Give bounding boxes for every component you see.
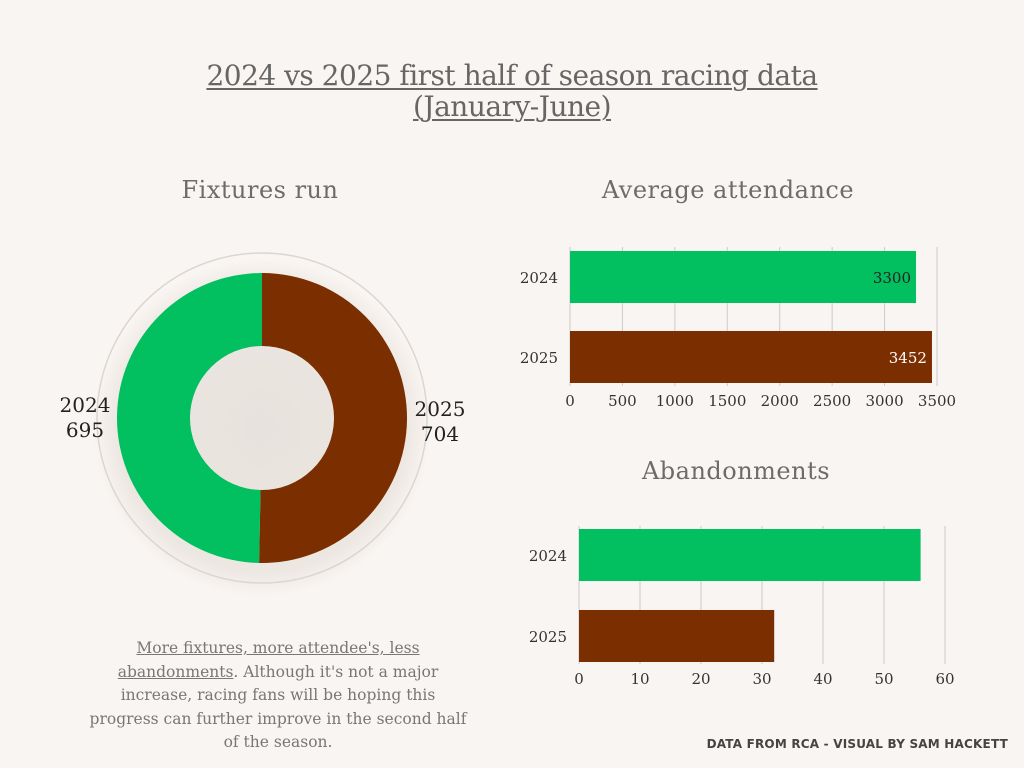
donut-slice-2024 bbox=[116, 273, 262, 563]
bar-2024 bbox=[579, 529, 921, 581]
tick-label-1500: 1500 bbox=[708, 392, 746, 410]
category-label-2024: 2024 bbox=[529, 547, 567, 565]
tick-label-0: 0 bbox=[565, 392, 575, 410]
tick-label-500: 500 bbox=[608, 392, 637, 410]
data-label-2025: 3452 bbox=[889, 349, 927, 367]
tick-label-3000: 3000 bbox=[865, 392, 903, 410]
page-title: 2024 vs 2025 first half of season racing… bbox=[206, 59, 818, 92]
donut-label-value-2024: 695 bbox=[66, 418, 104, 442]
tick-label-3500: 3500 bbox=[918, 392, 956, 410]
summary-caption: More fixtures, more attendee's, less aba… bbox=[88, 637, 468, 755]
donut-slice-2025 bbox=[259, 273, 407, 564]
bar-2024 bbox=[570, 251, 917, 303]
tick-label-60: 60 bbox=[935, 670, 954, 688]
category-label-2024: 2024 bbox=[520, 269, 558, 287]
tick-label-20: 20 bbox=[691, 670, 710, 688]
tick-label-0: 0 bbox=[574, 670, 584, 688]
tick-label-1000: 1000 bbox=[656, 392, 694, 410]
data-label-2024: 3300 bbox=[873, 269, 911, 287]
page-subtitle: (January-June) bbox=[412, 90, 612, 123]
donut-label-year-2024: 2024 bbox=[60, 393, 111, 417]
category-label-2025: 2025 bbox=[520, 349, 558, 367]
tick-label-40: 40 bbox=[813, 670, 832, 688]
attendance-chart-title: Average attendance bbox=[601, 176, 855, 204]
donut-label-year-2025: 2025 bbox=[415, 397, 466, 421]
category-label-2025: 2025 bbox=[529, 628, 567, 646]
donut-chart-title: Fixtures run bbox=[181, 176, 339, 204]
tick-label-10: 10 bbox=[630, 670, 649, 688]
abandonments-chart-title: Abandonments bbox=[641, 457, 831, 485]
donut-outer-ring bbox=[96, 252, 428, 584]
attendance-bar-chart: 0 500 1000 1500 2000 2500 3000 3500 2024 3300 2025… bbox=[520, 247, 956, 410]
caption-body: . Although it's not a major increase, ra… bbox=[89, 662, 467, 752]
bar-2025 bbox=[579, 610, 775, 662]
abandonments-bar-chart: 0 10 20 30 40 50 60 2024 2025 bbox=[529, 526, 955, 688]
caption-lead: More fixtures, more attendee's, less aba… bbox=[117, 639, 420, 681]
donut-label-value-2025: 704 bbox=[421, 422, 459, 446]
tick-label-2500: 2500 bbox=[813, 392, 851, 410]
bar-2025 bbox=[570, 331, 932, 383]
data-credit: DATA FROM RCA - VISUAL BY SAM HACKETT bbox=[706, 737, 1008, 751]
tick-label-2000: 2000 bbox=[761, 392, 799, 410]
tick-label-30: 30 bbox=[752, 670, 771, 688]
tick-label-50: 50 bbox=[874, 670, 893, 688]
